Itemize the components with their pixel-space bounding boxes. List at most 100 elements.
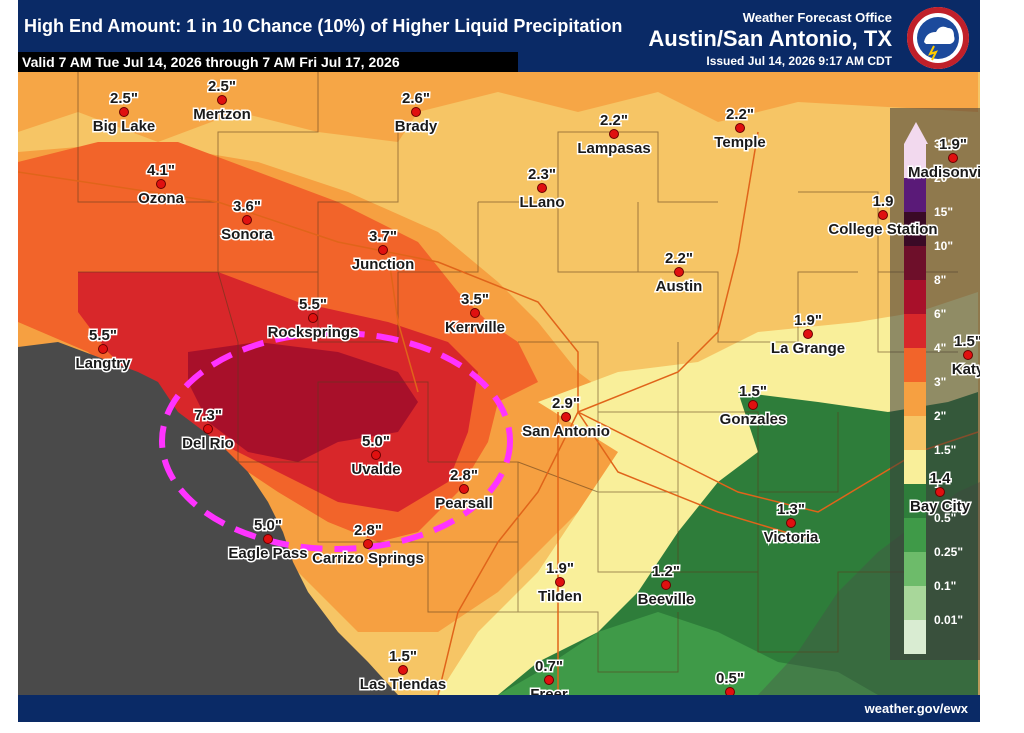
city-value: 2.6" xyxy=(402,90,430,107)
city-dot xyxy=(363,539,373,549)
city-dot xyxy=(948,153,958,163)
city-name: Victoria xyxy=(764,529,819,546)
city-value: 1.9" xyxy=(546,560,574,577)
city-name: Las Tiendas xyxy=(360,676,446,693)
legend-label: 0.01" xyxy=(934,613,963,627)
header-bar: High End Amount: 1 in 10 Chance (10%) of… xyxy=(18,0,980,72)
city-dot xyxy=(537,183,547,193)
legend-label: 0.25" xyxy=(934,545,963,559)
city-value: 4.1" xyxy=(147,162,175,179)
city-name: Pearsall xyxy=(435,495,493,512)
city-value: 5.5" xyxy=(89,327,117,344)
legend-swatch xyxy=(904,484,926,518)
city-value: 1.9" xyxy=(794,312,822,329)
city-value: 2.9" xyxy=(552,395,580,412)
highlight-ellipse xyxy=(159,330,513,552)
city-dot xyxy=(378,245,388,255)
legend-label: 4" xyxy=(934,341,946,355)
city-layer: 2.5" Big Lake 2.5" Mertzon 2.6" Brady 2.2" Lamp… xyxy=(74,77,980,695)
city-dot xyxy=(674,267,684,277)
city-dot xyxy=(786,518,796,528)
city-value: 1.2" xyxy=(652,563,680,580)
city-name: San Antonio xyxy=(522,423,610,440)
city-name: Langtry xyxy=(75,355,131,372)
city-name: Del Rio xyxy=(182,435,234,452)
legend-label: 0.1" xyxy=(934,579,956,593)
city-value: 3.6" xyxy=(233,198,261,215)
precip-zone-1in xyxy=(498,392,978,695)
city-dot xyxy=(561,412,571,422)
precip-zone-0p5in xyxy=(498,612,878,695)
city-dot xyxy=(544,675,554,685)
city-name: Austin xyxy=(656,278,703,295)
city-dot xyxy=(459,484,469,494)
city-name: La Grange xyxy=(771,340,845,357)
city-dot xyxy=(398,665,408,675)
city-name: Madisonville xyxy=(908,164,980,181)
city-name: Ozona xyxy=(138,190,184,207)
city-name: College Station xyxy=(828,221,937,238)
city-dot xyxy=(470,308,480,318)
city-name: Big Lake xyxy=(93,118,156,135)
city-value: 1.3" xyxy=(777,501,805,518)
city-dot xyxy=(803,329,813,339)
legend-label: 0.5" xyxy=(934,511,956,525)
city-value: 2.5" xyxy=(110,90,138,107)
city-value: 2.2" xyxy=(665,250,693,267)
legend-arrow-icon xyxy=(904,122,928,144)
footer-url[interactable]: weather.gov/ewx xyxy=(864,701,968,716)
legend-label: 1" xyxy=(934,477,946,491)
office-label: Weather Forecast Office xyxy=(742,10,892,25)
mexico-region xyxy=(18,342,398,695)
legend-swatch xyxy=(904,518,926,552)
city-dot xyxy=(935,487,945,497)
legend-swatch xyxy=(904,314,926,348)
city-dot xyxy=(609,129,619,139)
city-value: 1.9 xyxy=(873,193,894,210)
city-value: 0.5" xyxy=(716,670,744,687)
legend-swatch xyxy=(904,246,926,280)
city-dot xyxy=(725,687,735,695)
legend-label: 2" xyxy=(934,409,946,423)
city-dot xyxy=(263,534,273,544)
valid-period: Valid 7 AM Tue Jul 14, 2026 through 7 AM… xyxy=(18,52,518,72)
city-name: Kerrville xyxy=(445,319,505,336)
county-lines xyxy=(77,72,958,673)
legend-label: 1.5" xyxy=(934,443,956,457)
city-dot xyxy=(878,210,888,220)
city-dot xyxy=(156,179,166,189)
city-dot xyxy=(661,580,671,590)
city-dot xyxy=(748,400,758,410)
city-value: 0.7" xyxy=(535,658,563,675)
legend: 30" 20" 15" 10" 8" 6" 4" 3" 2" 1.5" 1" 0.5" 0.25" 0.1… xyxy=(890,108,980,660)
city-name: Freer xyxy=(530,686,568,695)
city-dot xyxy=(963,350,973,360)
city-value: 7.3" xyxy=(194,407,222,424)
legend-swatch xyxy=(904,178,926,212)
legend-swatch xyxy=(904,382,926,416)
city-dot xyxy=(308,313,318,323)
city-value: 3.7" xyxy=(369,228,397,245)
city-name: Tilden xyxy=(538,588,582,605)
city-value: 2.8" xyxy=(354,522,382,539)
city-value: 2.2" xyxy=(600,112,628,129)
city-value: 1.4 xyxy=(930,470,952,487)
city-value: 1.5" xyxy=(739,383,767,400)
legend-swatch xyxy=(904,212,926,246)
city-value: 1.5" xyxy=(954,333,980,350)
precip-zone-8in xyxy=(188,342,418,462)
precip-map: 30" 20" 15" 10" 8" 6" 4" 3" 2" 1.5" 1" 0.5" 0.25" 0.1… xyxy=(18,72,980,695)
legend-swatch xyxy=(904,348,926,382)
city-name: Junction xyxy=(352,256,415,273)
city-dot xyxy=(371,450,381,460)
city-value: 3.5" xyxy=(461,291,489,308)
city-name: Bay City xyxy=(910,498,971,515)
city-value: 1.5" xyxy=(389,648,417,665)
city-value: 2.2" xyxy=(726,106,754,123)
legend-swatch xyxy=(904,144,926,178)
city-dot xyxy=(555,577,565,587)
legend-label: 10" xyxy=(934,239,953,253)
city-name: Lampasas xyxy=(577,140,650,157)
city-dot xyxy=(735,123,745,133)
city-dot xyxy=(98,344,108,354)
